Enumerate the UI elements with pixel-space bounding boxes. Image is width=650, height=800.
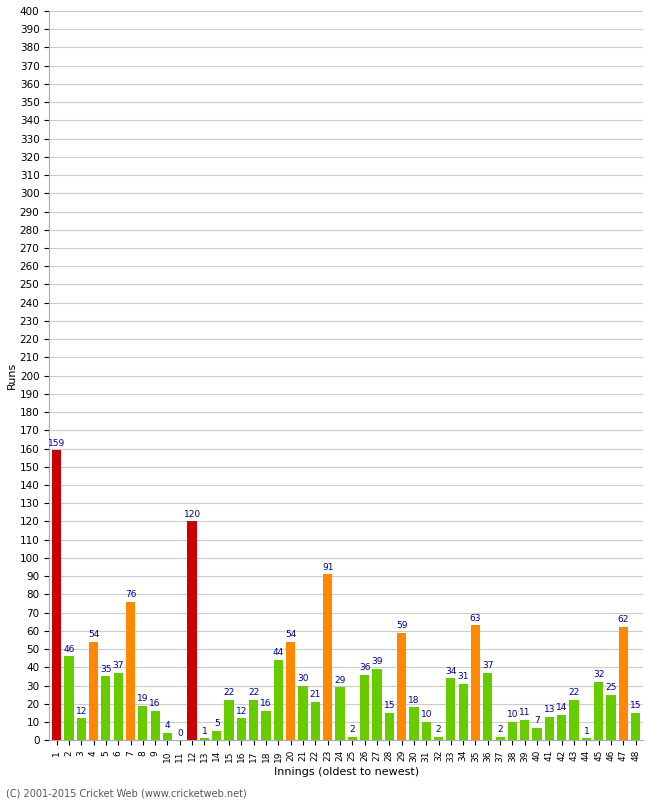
Bar [532, 727, 541, 740]
Bar [348, 737, 357, 740]
Bar [410, 707, 419, 740]
Text: 32: 32 [593, 670, 605, 679]
Text: 37: 37 [112, 661, 124, 670]
Text: 7: 7 [534, 716, 540, 725]
Bar [163, 733, 172, 740]
Bar [397, 633, 406, 740]
Bar [89, 642, 98, 740]
Bar [508, 722, 517, 740]
Text: 1: 1 [202, 726, 207, 736]
Text: 30: 30 [297, 674, 309, 683]
Bar [311, 702, 320, 740]
Text: 12: 12 [236, 706, 247, 716]
Text: 14: 14 [556, 703, 567, 712]
Text: 2: 2 [350, 725, 355, 734]
Bar [594, 682, 603, 740]
Bar [237, 718, 246, 740]
Bar [151, 711, 160, 740]
Text: 63: 63 [470, 614, 481, 622]
Bar [631, 713, 640, 740]
Bar [274, 660, 283, 740]
Text: 44: 44 [273, 648, 284, 658]
Text: 31: 31 [458, 672, 469, 681]
Text: 159: 159 [48, 438, 65, 448]
Bar [249, 700, 258, 740]
Bar [520, 720, 529, 740]
Text: 37: 37 [482, 661, 493, 670]
Bar [619, 627, 628, 740]
Text: 0: 0 [177, 729, 183, 738]
Text: 46: 46 [63, 645, 75, 654]
Bar [545, 717, 554, 740]
Text: (C) 2001-2015 Cricket Web (www.cricketweb.net): (C) 2001-2015 Cricket Web (www.cricketwe… [6, 789, 247, 798]
Y-axis label: Runs: Runs [7, 362, 17, 390]
Bar [187, 522, 197, 740]
Bar [335, 687, 345, 740]
Text: 2: 2 [436, 725, 441, 734]
Bar [483, 673, 493, 740]
Bar [114, 673, 123, 740]
Bar [126, 602, 135, 740]
Bar [261, 711, 270, 740]
Bar [224, 700, 234, 740]
Text: 15: 15 [630, 701, 642, 710]
Text: 19: 19 [137, 694, 149, 703]
Bar [495, 737, 505, 740]
Bar [52, 450, 61, 740]
Bar [434, 737, 443, 740]
X-axis label: Innings (oldest to newest): Innings (oldest to newest) [274, 767, 419, 777]
Text: 29: 29 [334, 676, 346, 685]
Text: 36: 36 [359, 663, 370, 672]
Text: 4: 4 [164, 722, 170, 730]
Bar [77, 718, 86, 740]
Bar [471, 626, 480, 740]
Text: 18: 18 [408, 696, 420, 705]
Text: 22: 22 [569, 689, 580, 698]
Bar [286, 642, 295, 740]
Text: 12: 12 [75, 706, 87, 716]
Text: 5: 5 [214, 719, 220, 729]
Text: 15: 15 [384, 701, 395, 710]
Text: 25: 25 [605, 683, 617, 692]
Text: 39: 39 [371, 658, 383, 666]
Text: 10: 10 [507, 710, 518, 719]
Bar [64, 657, 73, 740]
Bar [200, 738, 209, 740]
Text: 2: 2 [497, 725, 503, 734]
Text: 16: 16 [150, 699, 161, 708]
Bar [138, 706, 148, 740]
Text: 76: 76 [125, 590, 136, 599]
Bar [582, 738, 591, 740]
Bar [422, 722, 431, 740]
Bar [569, 700, 578, 740]
Bar [372, 669, 382, 740]
Bar [557, 714, 566, 740]
Text: 59: 59 [396, 621, 408, 630]
Text: 13: 13 [543, 705, 555, 714]
Bar [360, 674, 369, 740]
Text: 54: 54 [285, 630, 296, 639]
Text: 34: 34 [445, 666, 456, 675]
Bar [298, 686, 307, 740]
Bar [323, 574, 332, 740]
Bar [458, 684, 468, 740]
Text: 22: 22 [224, 689, 235, 698]
Bar [447, 678, 456, 740]
Bar [606, 694, 616, 740]
Text: 11: 11 [519, 709, 530, 718]
Text: 1: 1 [584, 726, 590, 736]
Bar [212, 731, 222, 740]
Text: 16: 16 [260, 699, 272, 708]
Text: 21: 21 [309, 690, 321, 699]
Text: 91: 91 [322, 562, 333, 572]
Bar [385, 713, 394, 740]
Text: 54: 54 [88, 630, 99, 639]
Text: 35: 35 [100, 665, 112, 674]
Bar [101, 677, 111, 740]
Text: 120: 120 [183, 510, 201, 518]
Text: 10: 10 [421, 710, 432, 719]
Text: 62: 62 [618, 615, 629, 625]
Text: 22: 22 [248, 689, 259, 698]
